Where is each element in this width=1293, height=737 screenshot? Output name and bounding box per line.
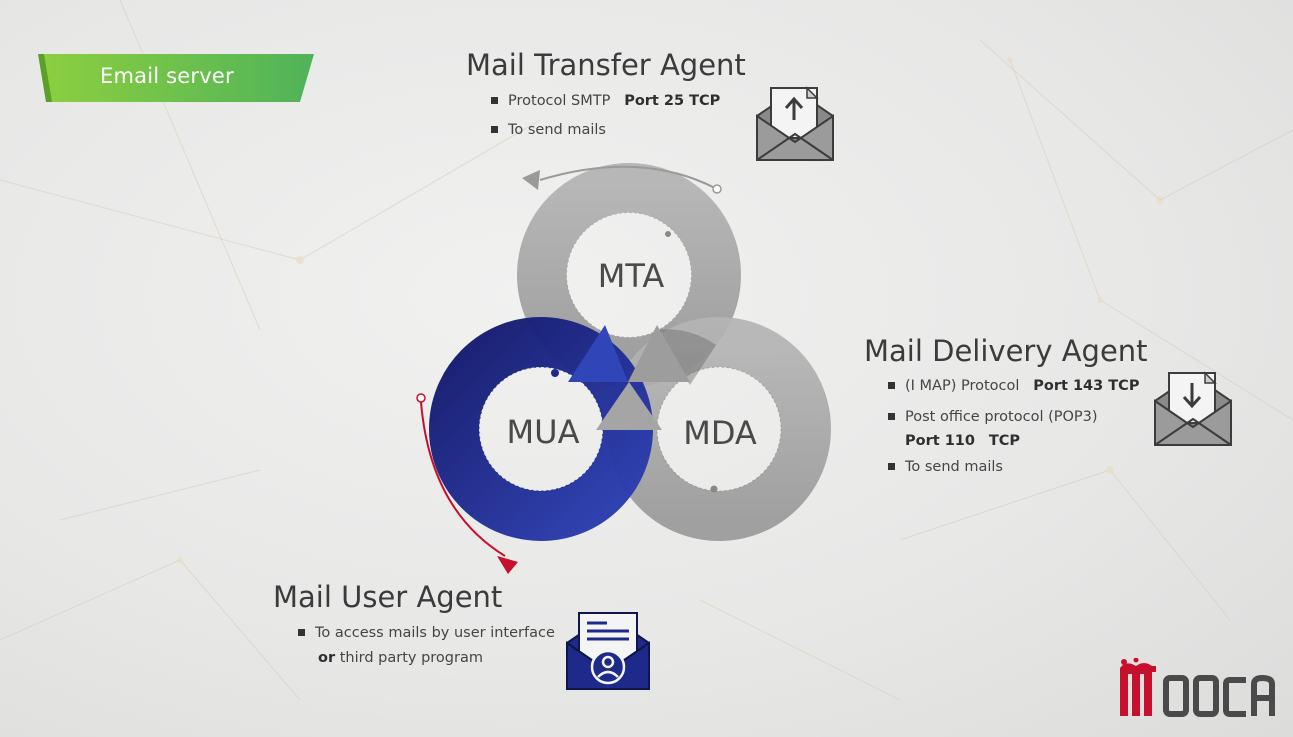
triangle-up-blue [568, 325, 628, 382]
mda-bullet-imap: (I MAP) Protocol Port 143 TCP [888, 378, 1139, 394]
mda-ring-label: MDA [683, 414, 757, 452]
envelope-user-icon [566, 612, 650, 690]
mooca-logo-mark [1120, 658, 1156, 716]
mua-ring-label: MUA [507, 413, 580, 451]
mooca-logo-letters [1163, 674, 1275, 717]
mta-mda-overlap [655, 329, 716, 385]
bullet-square-icon [888, 462, 895, 470]
mda-bullet-imap-port: Port 143 TCP [1033, 378, 1140, 394]
triangle-up-gray-bottom [596, 382, 662, 430]
mda-pop3-port-line: Port 110 TCP [905, 433, 1020, 449]
section-badge-label: Email server [100, 64, 234, 88]
bullet-square-icon [491, 96, 498, 104]
mta-bullet-protocol-port: Port 25 TCP [624, 93, 721, 109]
mda-bullet-send-text: To send mails [905, 459, 1003, 475]
triangle-up-gray-right [628, 325, 690, 382]
mta-bullet-send-text: To send mails [508, 122, 606, 138]
mua-second-line: or third party program [318, 650, 483, 666]
mda-bullet-pop3: Post office protocol (POP3) [888, 409, 1098, 425]
mua-bullet-access-text: To access mails by user interface [315, 625, 555, 641]
mda-bullet-pop3-text: Post office protocol (POP3) [905, 409, 1098, 425]
bullet-square-icon [888, 412, 895, 420]
mta-bullet-protocol-text: Protocol SMTP [508, 93, 611, 109]
mda-pop3-port: Port 110 [905, 433, 975, 449]
mooca-logo [1120, 658, 1275, 717]
mta-curved-arrow [522, 165, 722, 194]
mta-heading: Mail Transfer Agent [466, 48, 746, 82]
bullet-square-icon [298, 628, 305, 636]
mta-ring-label: MTA [598, 257, 665, 295]
bullet-square-icon [888, 381, 895, 389]
section-badge [38, 54, 314, 102]
mta-bullet-protocol: Protocol SMTP Port 25 TCP [491, 93, 720, 109]
bullet-square-icon [491, 125, 498, 133]
mda-bullet-imap-text: (I MAP) Protocol [905, 378, 1020, 394]
mua-second-line-bold: or [318, 650, 336, 666]
mua-heading: Mail User Agent [273, 580, 503, 614]
mda-heading: Mail Delivery Agent [864, 334, 1148, 368]
mua-second-line-text: third party program [339, 650, 483, 666]
envelope-download-icon [1154, 371, 1232, 446]
mta-bullet-send: To send mails [491, 122, 606, 138]
mda-pop3-proto: TCP [988, 433, 1020, 449]
mua-bullet-access: To access mails by user interface [298, 625, 555, 641]
mda-bullet-send: To send mails [888, 459, 1003, 475]
envelope-upload-icon [756, 86, 834, 161]
mua-curved-arrow [416, 393, 518, 574]
